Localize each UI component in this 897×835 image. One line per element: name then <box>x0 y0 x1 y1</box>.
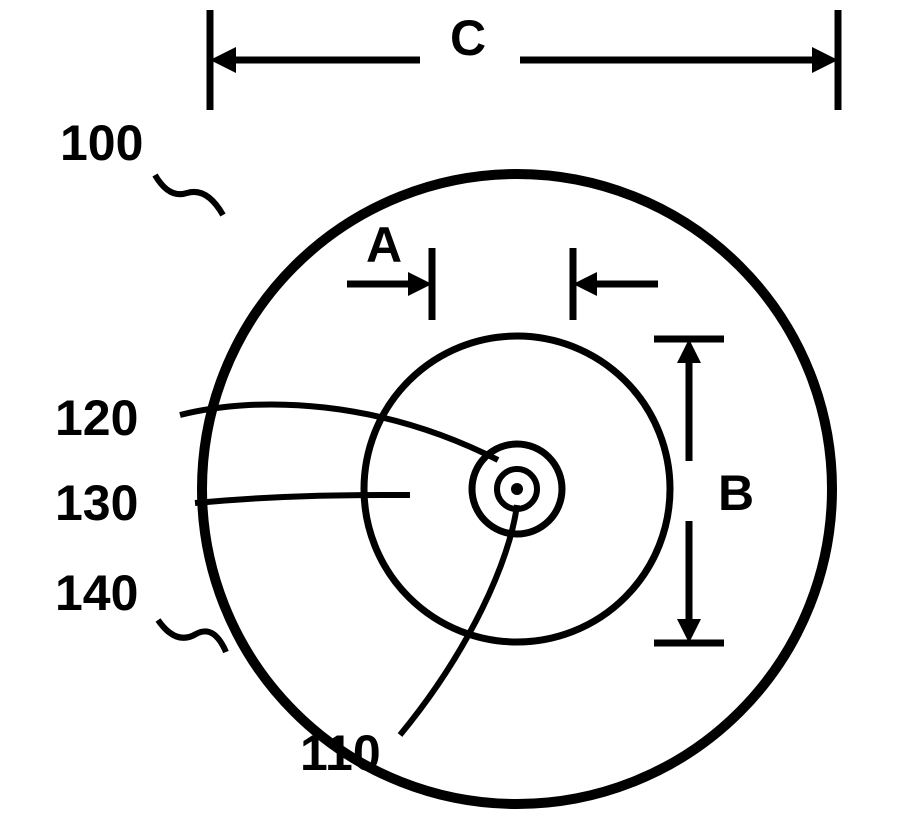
ref-140-squiggle <box>158 620 226 652</box>
ref-120-label: 120 <box>55 390 138 446</box>
dimension-c-label: C <box>450 10 486 66</box>
dimension-a-label: A <box>366 217 402 273</box>
dimension-b <box>654 339 724 643</box>
ref-130-leader <box>195 495 410 503</box>
ref-130-label: 130 <box>55 475 138 531</box>
ref-100-squiggle <box>155 175 223 215</box>
ref-120-leader <box>180 404 498 460</box>
center-dot <box>511 483 523 495</box>
ref-110-leader <box>400 505 517 735</box>
ref-140-label: 140 <box>55 565 138 621</box>
dimension-b-label: B <box>718 465 754 521</box>
ref-110-label: 110 <box>300 725 381 781</box>
dimension-c <box>210 10 838 110</box>
ref-100-label: 100 <box>60 115 143 171</box>
